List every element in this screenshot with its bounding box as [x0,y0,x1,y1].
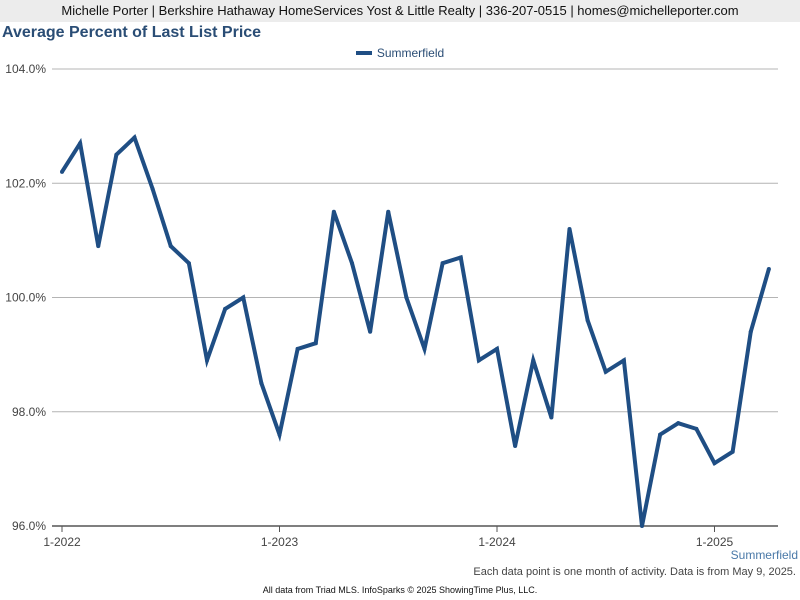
data-point [621,358,626,363]
y-tick-label: 102.0% [5,176,46,190]
y-tick-label: 104.0% [5,62,46,76]
data-point [186,261,191,266]
x-tick-label: 1-2022 [43,535,81,549]
x-tick-label: 1-2024 [478,535,516,549]
data-point [458,255,463,260]
data-point [676,421,681,426]
data-point [694,426,699,431]
data-point [259,381,264,386]
data-point [495,346,499,351]
data-point [712,461,717,466]
data-point [368,329,373,334]
legend[interactable]: Summerfield [0,46,800,60]
data-point [114,152,119,157]
y-tick-label: 96.0% [12,519,46,533]
series-line-summerfield [60,133,771,527]
legend-label: Summerfield [376,46,445,60]
data-point [422,346,427,351]
data-point [78,141,83,146]
data-point [513,444,518,449]
legend-swatch [355,50,372,55]
data-point [567,226,572,231]
data-point [730,449,735,454]
series-label[interactable]: Summerfield [730,548,798,562]
footnote: Each data point is one month of activity… [473,566,796,578]
y-tick-label: 98.0% [12,405,46,419]
data-point [205,358,209,363]
chart-title: Average Percent of Last List Price [2,24,262,41]
source-credit: All data from Triad MLS. InfoSparks © 20… [262,585,538,595]
data-point [168,244,173,249]
data-point [350,261,354,266]
data-point [404,295,409,300]
y-tick-label: 100.0% [5,291,46,305]
data-point [748,329,753,334]
data-point [603,369,608,374]
data-point [96,244,101,249]
data-point [476,358,481,363]
data-point [132,135,137,140]
x-tick-label: 1-2025 [696,535,734,549]
data-point [386,209,391,214]
data-point [440,261,445,266]
data-point [640,524,644,528]
data-point [295,346,300,351]
data-point [766,266,771,271]
header-bar: Michelle Porter | Berkshire Hathaway Hom… [0,0,800,22]
data-point [223,306,228,311]
data-point [331,209,336,214]
data-point [531,358,536,363]
agent-contact-text: Michelle Porter | Berkshire Hathaway Hom… [61,3,739,18]
data-point [549,415,554,420]
data-point [313,341,318,346]
data-point [241,295,246,300]
data-point [585,318,590,323]
x-tick-label: 1-2023 [261,535,299,549]
data-point [658,432,663,437]
data-point [60,169,64,174]
data-point [277,432,282,437]
data-point [150,186,155,191]
